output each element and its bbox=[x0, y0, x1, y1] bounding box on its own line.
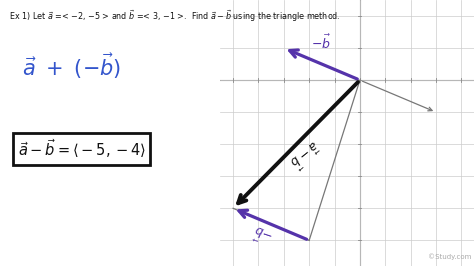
Text: $\vec{a}-\vec{b}$: $\vec{a}-\vec{b}$ bbox=[286, 136, 322, 171]
Text: $\vec{a}-\vec{b}=\langle -5,-4\rangle$: $\vec{a}-\vec{b}=\langle -5,-4\rangle$ bbox=[18, 138, 146, 160]
Text: ©Study.com: ©Study.com bbox=[428, 253, 472, 260]
Text: $-\vec{b}$: $-\vec{b}$ bbox=[251, 221, 276, 244]
Text: Ex 1) Let $\vec{a}$ =< −2, −5 > and $\vec{b}$ =< 3, −1 >.  Find $\vec{a} - \vec{: Ex 1) Let $\vec{a}$ =< −2, −5 > and $\ve… bbox=[9, 8, 341, 24]
Text: $\vec{a}\ +\ (-\vec{b})$: $\vec{a}\ +\ (-\vec{b})$ bbox=[22, 52, 121, 81]
Text: $-\vec{b}$: $-\vec{b}$ bbox=[310, 34, 330, 52]
